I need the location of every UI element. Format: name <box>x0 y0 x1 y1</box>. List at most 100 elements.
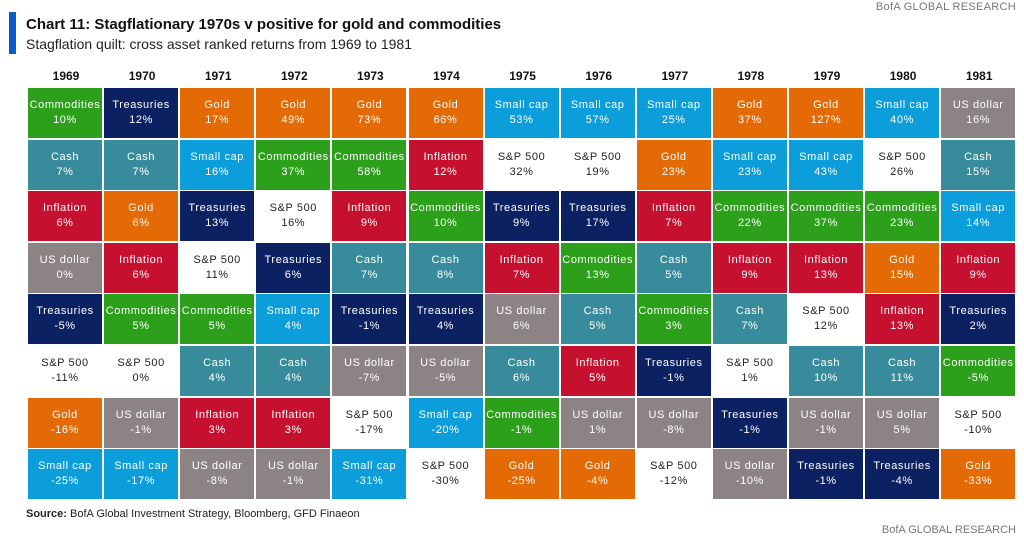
asset-label: Inflation <box>651 202 696 215</box>
return-value: 13% <box>890 320 914 333</box>
asset-label: Treasuries <box>645 357 703 369</box>
quilt-cell: US dollar -7% <box>332 346 407 396</box>
asset-label: Cash <box>583 305 612 318</box>
year-header: 1969 <box>52 69 80 83</box>
quilt-cell: Small cap 40% <box>865 88 940 138</box>
asset-label: Treasuries <box>188 202 246 215</box>
return-value: 19% <box>585 165 610 178</box>
asset-label: Small cap <box>38 460 92 473</box>
return-value: 17% <box>205 114 230 126</box>
quilt-cell: S&P 500 -17% <box>332 397 407 448</box>
quilt-cell: Commodities -5% <box>941 346 1016 396</box>
return-value: 4% <box>284 320 302 333</box>
asset-label: Small cap <box>951 202 1006 215</box>
return-value: -33% <box>964 475 993 488</box>
chart-title: Chart 11: Stagflationary 1970s v positiv… <box>26 16 502 33</box>
return-value: 37% <box>814 217 838 230</box>
quilt-cell: US dollar -1% <box>256 449 331 500</box>
quilt-cell: US dollar -10% <box>712 449 787 500</box>
return-value: 11% <box>205 268 229 281</box>
asset-label: Treasuries <box>36 305 94 318</box>
return-value: 49% <box>281 114 306 126</box>
asset-label: Gold <box>280 99 307 111</box>
quilt-cell: US dollar -8% <box>180 449 255 500</box>
asset-label: Cash <box>50 150 80 163</box>
return-value: -20% <box>431 423 460 436</box>
quilt-cell: S&P 500 -12% <box>636 449 711 500</box>
asset-label: Commodities <box>942 357 1014 369</box>
quilt-cell: Gold -4% <box>560 449 635 500</box>
asset-label: US dollar <box>952 99 1004 111</box>
return-value: 12% <box>129 114 153 126</box>
return-value: -1% <box>663 372 685 384</box>
year-header: 1981 <box>965 69 993 83</box>
asset-label: Commodities <box>866 202 938 215</box>
return-value: 13% <box>585 268 610 281</box>
brand-bottom: BofA GLOBAL RESEARCH <box>881 524 1016 536</box>
asset-label: Cash <box>735 305 764 318</box>
year-header: 1973 <box>357 69 384 83</box>
quilt-cell: Inflation 6% <box>28 191 102 242</box>
return-value: 4% <box>436 320 455 333</box>
asset-label: Cash <box>431 253 460 266</box>
return-value: -1% <box>815 423 837 436</box>
return-value: 6% <box>284 268 302 281</box>
year-header: 1970 <box>128 69 156 83</box>
return-value: 6% <box>513 320 531 333</box>
quilt-cell: Commodities 10% <box>408 191 483 242</box>
quilt-cell: Gold 73% <box>332 88 407 138</box>
quilt-cell: Treasuries -1% <box>636 346 711 396</box>
quilt-cell: Gold 37% <box>712 88 787 138</box>
quilt-cell: Gold 23% <box>636 139 711 190</box>
asset-label: Small cap <box>875 99 929 111</box>
asset-label: Inflation <box>880 305 925 318</box>
asset-label: Treasuries <box>264 253 323 266</box>
quilt-cell: Small cap 23% <box>712 139 787 190</box>
quilt-cell: US dollar -8% <box>636 397 711 448</box>
quilt-cell: S&P 500 12% <box>789 294 863 345</box>
asset-label: Gold <box>813 99 839 111</box>
asset-label: Cash <box>127 150 156 163</box>
quilt-cell: Inflation 13% <box>789 242 863 293</box>
quilt-cell: Commodities 58% <box>332 139 407 190</box>
quilt-cell: Commodities 5% <box>104 294 179 345</box>
asset-label: Treasuries <box>797 460 855 473</box>
asset-label: Small cap <box>266 305 321 318</box>
return-value: -12% <box>659 475 688 488</box>
return-value: 17% <box>585 217 610 230</box>
return-value: 26% <box>890 165 914 178</box>
return-value: 23% <box>737 165 762 178</box>
return-value: 14% <box>966 217 991 230</box>
quilt-cell: Inflation 3% <box>256 397 331 448</box>
quilt-cell: S&P 500 19% <box>560 139 635 190</box>
return-value: -16% <box>50 423 80 436</box>
quilt-cell: Inflation 13% <box>865 294 940 345</box>
quilt-cell: Inflation 9% <box>941 242 1016 293</box>
asset-label: Commodities <box>638 305 710 318</box>
quilt-cell: Treasuries 12% <box>104 88 179 138</box>
quilt-cell: Treasuries -1% <box>789 449 863 500</box>
return-value: 9% <box>513 217 531 230</box>
asset-label: Small cap <box>114 460 168 473</box>
asset-label: Treasuries <box>568 202 627 215</box>
return-value: 6% <box>132 268 150 281</box>
return-value: 5% <box>208 320 226 333</box>
asset-label: Cash <box>964 150 993 163</box>
asset-label: Inflation <box>43 202 87 215</box>
quilt-cell: Treasuries 17% <box>560 191 635 242</box>
return-value: -4% <box>587 475 609 488</box>
asset-label: Commodities <box>333 150 405 163</box>
quilt-cell: Small cap 43% <box>789 139 863 190</box>
quilt-cell: Small cap -25% <box>28 449 102 500</box>
quilt-cell: Commodities 13% <box>560 242 635 293</box>
return-value: 9% <box>741 268 759 281</box>
return-value: 5% <box>665 268 683 281</box>
asset-label: US dollar <box>648 408 700 421</box>
asset-label: Small cap <box>646 99 701 111</box>
asset-label: Inflation <box>499 253 544 266</box>
asset-label: Gold <box>432 99 459 111</box>
year-header: 1974 <box>433 69 460 83</box>
quilt-cell: Commodities 10% <box>28 88 102 138</box>
return-value: 13% <box>205 217 230 230</box>
quilt-cell: Small cap 25% <box>636 88 711 138</box>
